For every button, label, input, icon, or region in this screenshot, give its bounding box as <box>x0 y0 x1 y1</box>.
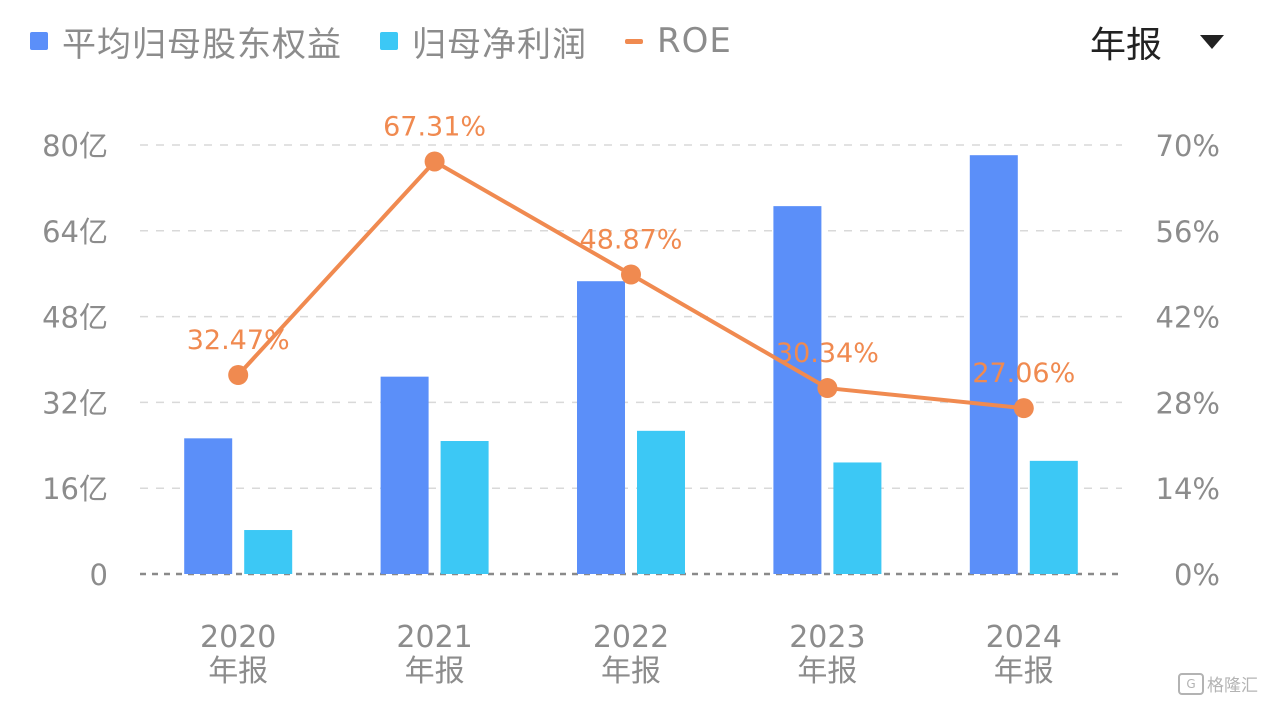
bar-equity <box>184 438 233 574</box>
y-right-tick-label: 42% <box>1156 301 1220 335</box>
y-left-tick-label: 0 <box>90 558 108 592</box>
y-left-tick-label: 80亿 <box>42 129 108 163</box>
x-tick-label-period: 年报 <box>994 654 1054 689</box>
legend-label-equity: 平均归母股东权益 <box>62 24 342 65</box>
roe-data-label: 32.47% <box>187 325 290 356</box>
x-tick-label-year: 2024 <box>986 620 1062 655</box>
bar-equity <box>773 206 822 574</box>
legend-swatch-equity <box>30 32 48 50</box>
caret-down-icon <box>1200 35 1224 49</box>
period-selector[interactable]: 年报 <box>1090 16 1224 68</box>
x-tick-label-period: 年报 <box>797 654 857 689</box>
roe-point <box>621 264 641 285</box>
y-left-tick-label: 32亿 <box>42 386 108 420</box>
bar-equity <box>969 155 1018 574</box>
watermark-text: 格隆汇 <box>1207 676 1258 696</box>
gelonghui-logo-icon: G <box>1178 672 1204 695</box>
y-left-tick-label: 48亿 <box>42 301 108 335</box>
legend-item-roe[interactable]: ROE <box>625 21 732 61</box>
chart-legend: 平均归母股东权益 归母净利润 ROE <box>30 17 770 66</box>
y-right-tick-label: 70% <box>1156 129 1220 163</box>
bar-profit <box>833 462 882 574</box>
legend-label-profit: 归母净利润 <box>412 24 587 65</box>
roe-point <box>1013 398 1034 419</box>
x-tick-label-period: 年报 <box>601 654 661 689</box>
y-left-tick-label: 16亿 <box>42 472 108 506</box>
legend-label-roe: ROE <box>657 21 732 61</box>
legend-swatch-profit <box>380 32 398 50</box>
bar-profit <box>637 430 685 574</box>
y-right-tick-label: 0% <box>1174 558 1220 592</box>
bar-equity <box>380 376 429 574</box>
legend-item-equity[interactable]: 平均归母股东权益 <box>30 17 342 66</box>
legend-swatch-roe <box>625 38 643 44</box>
x-tick-label-year: 2022 <box>593 620 669 655</box>
roe-data-label: 48.87% <box>580 224 683 255</box>
y-right-tick-label: 56% <box>1156 215 1220 249</box>
bar-profit <box>244 530 293 574</box>
roe-data-label: 27.06% <box>972 358 1075 389</box>
x-tick-label-year: 2023 <box>789 620 865 655</box>
legend-item-profit[interactable]: 归母净利润 <box>380 17 587 66</box>
watermark: G 格隆汇 <box>1178 671 1258 696</box>
roe-point <box>424 151 445 172</box>
roe-data-label: 67.31% <box>383 111 486 142</box>
roe-point <box>817 378 838 399</box>
y-right-tick-label: 14% <box>1156 472 1220 506</box>
bar-profit <box>440 441 489 574</box>
bar-profit <box>1029 460 1078 574</box>
bar-equity <box>577 281 625 574</box>
x-tick-label-period: 年报 <box>208 654 268 689</box>
x-tick-label-period: 年报 <box>405 654 465 689</box>
roe-line <box>236 159 1025 411</box>
y-right-tick-label: 28% <box>1156 386 1220 420</box>
roe-point <box>228 365 249 386</box>
x-tick-label-year: 2020 <box>200 620 276 655</box>
y-left-tick-label: 64亿 <box>42 215 108 249</box>
roe-data-label: 30.34% <box>776 338 879 369</box>
period-selector-label: 年报 <box>1089 25 1162 66</box>
x-tick-label-year: 2021 <box>396 620 472 655</box>
